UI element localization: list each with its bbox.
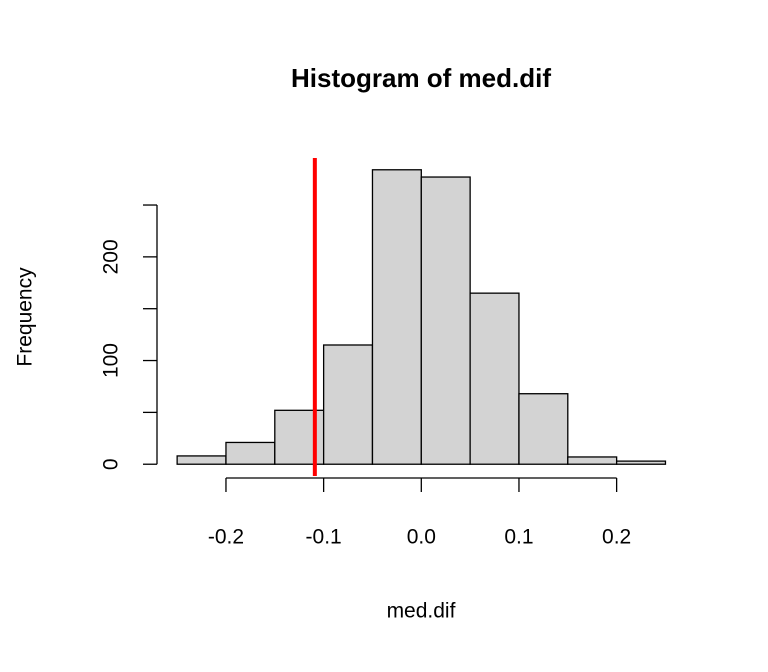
bar xyxy=(322,344,374,465)
bar xyxy=(518,393,569,465)
y-tick-label: 200 xyxy=(100,239,123,274)
x-tick-label: -0.2 xyxy=(208,526,244,549)
bar xyxy=(371,169,422,465)
bar xyxy=(615,460,667,465)
bar xyxy=(176,455,227,465)
bar xyxy=(225,441,276,465)
y-tick-label: 100 xyxy=(100,343,123,378)
y-tick-label: 0 xyxy=(100,458,123,470)
x-tick-label: 0.1 xyxy=(504,526,533,549)
chart-title: Histogram of med.dif xyxy=(291,63,551,93)
y-axis-label: Frequency xyxy=(14,267,37,367)
bar xyxy=(469,292,520,465)
x-axis-label: med.dif xyxy=(387,600,456,623)
bar xyxy=(420,176,471,465)
x-tick-label: 0.0 xyxy=(407,526,436,549)
bar xyxy=(567,456,618,465)
x-tick-label: 0.2 xyxy=(602,526,631,549)
x-tick-label: -0.1 xyxy=(306,526,342,549)
